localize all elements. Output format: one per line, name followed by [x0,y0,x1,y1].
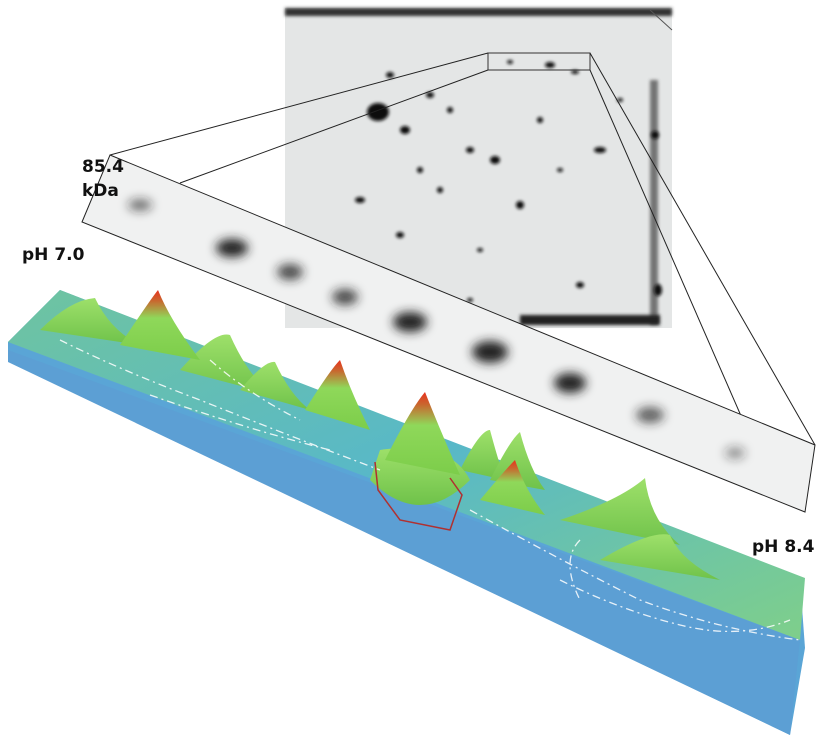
figure: 85.4 kDa pH 7.0 pH 8.4 [0,0,834,737]
ph-end-label: pH 8.4 [752,537,815,557]
ph-start-label: pH 7.0 [22,245,85,265]
mass-label: 85.4 [82,157,124,177]
mass-unit-label: kDa [82,181,119,201]
surface-plot [8,290,805,735]
